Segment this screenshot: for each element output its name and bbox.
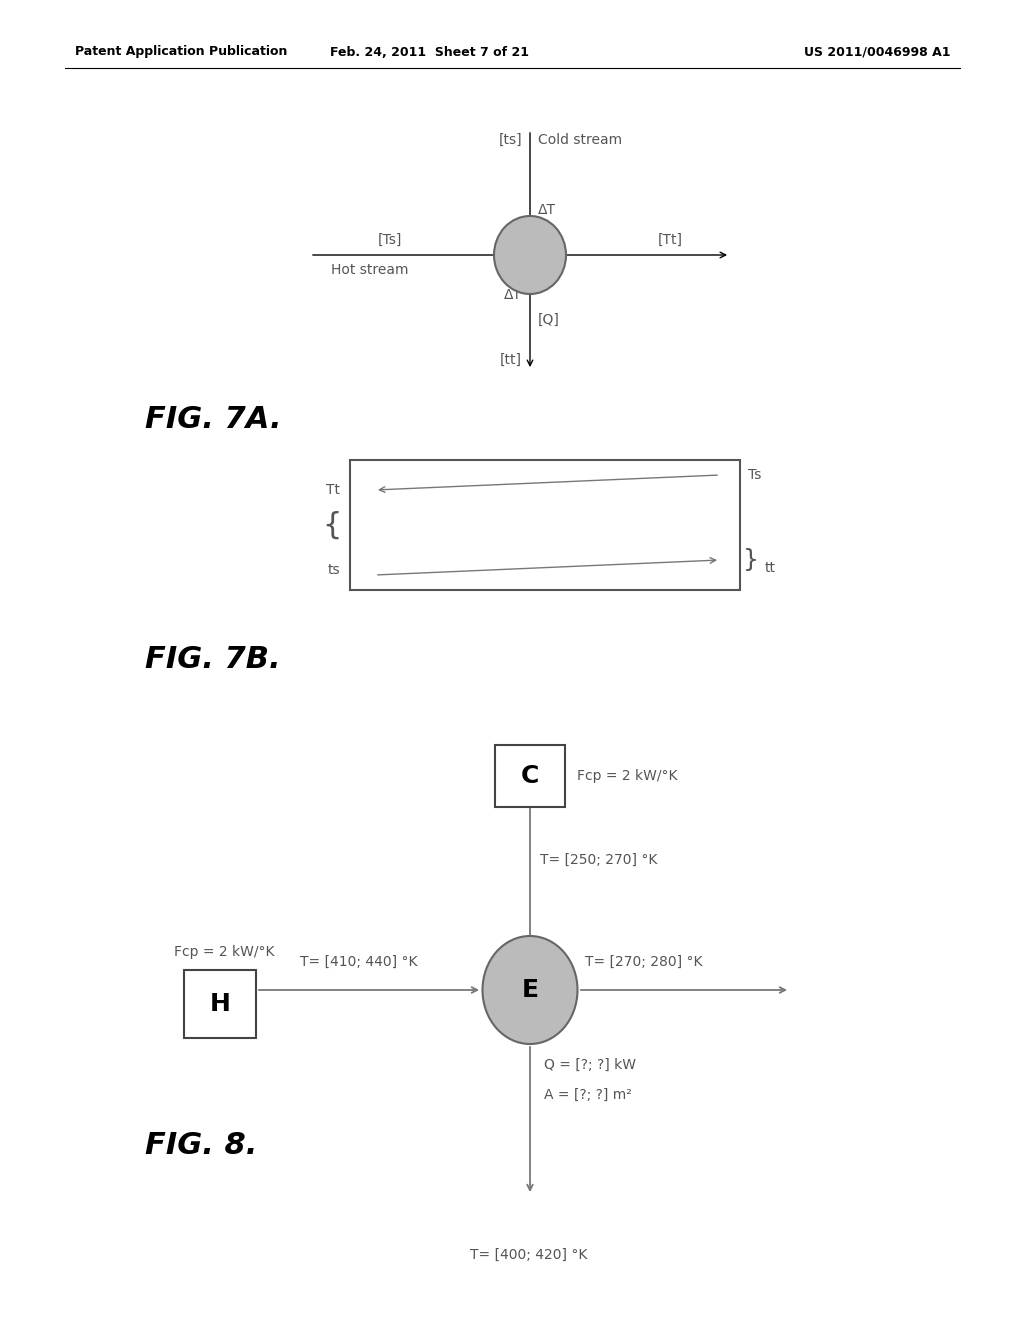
Text: Patent Application Publication: Patent Application Publication xyxy=(75,45,288,58)
Text: Hot stream: Hot stream xyxy=(331,263,409,277)
Text: A = [?; ?] m²: A = [?; ?] m² xyxy=(544,1088,632,1102)
Text: Fcp = 2 kW/°K: Fcp = 2 kW/°K xyxy=(577,770,678,783)
Text: ΔT: ΔT xyxy=(538,203,556,216)
Text: T= [400; 420] °K: T= [400; 420] °K xyxy=(470,1247,588,1262)
Bar xyxy=(350,459,740,590)
Text: {: { xyxy=(323,511,342,540)
Ellipse shape xyxy=(482,936,578,1044)
Text: Ts: Ts xyxy=(748,469,762,482)
Text: Fcp = 2 kW/°K: Fcp = 2 kW/°K xyxy=(174,945,274,960)
Text: ts: ts xyxy=(328,564,340,577)
Text: tt: tt xyxy=(765,561,776,576)
Text: C: C xyxy=(521,764,540,788)
Text: FIG. 7A.: FIG. 7A. xyxy=(145,405,282,434)
Text: T= [410; 440] °K: T= [410; 440] °K xyxy=(300,954,418,969)
Text: T= [270; 280] °K: T= [270; 280] °K xyxy=(585,954,702,969)
Text: [Q]: [Q] xyxy=(538,313,560,327)
Ellipse shape xyxy=(494,216,566,294)
Text: Q = [?; ?] kW: Q = [?; ?] kW xyxy=(544,1059,636,1072)
Bar xyxy=(184,970,256,1038)
Text: ΔT: ΔT xyxy=(504,288,522,302)
Text: H: H xyxy=(210,993,230,1016)
Text: FIG. 8.: FIG. 8. xyxy=(145,1130,257,1159)
Text: }: } xyxy=(743,548,759,572)
Text: FIG. 7B.: FIG. 7B. xyxy=(145,645,281,675)
Text: Cold stream: Cold stream xyxy=(538,133,623,147)
Text: [tt]: [tt] xyxy=(500,352,522,367)
Text: Tt: Tt xyxy=(326,483,340,498)
Bar xyxy=(495,744,565,807)
Text: [Ts]: [Ts] xyxy=(378,234,402,247)
Text: [Tt]: [Tt] xyxy=(657,234,683,247)
Text: E: E xyxy=(521,978,539,1002)
Text: [ts]: [ts] xyxy=(499,133,522,147)
Text: Feb. 24, 2011  Sheet 7 of 21: Feb. 24, 2011 Sheet 7 of 21 xyxy=(331,45,529,58)
Text: US 2011/0046998 A1: US 2011/0046998 A1 xyxy=(804,45,950,58)
Text: T= [250; 270] °K: T= [250; 270] °K xyxy=(540,853,657,867)
